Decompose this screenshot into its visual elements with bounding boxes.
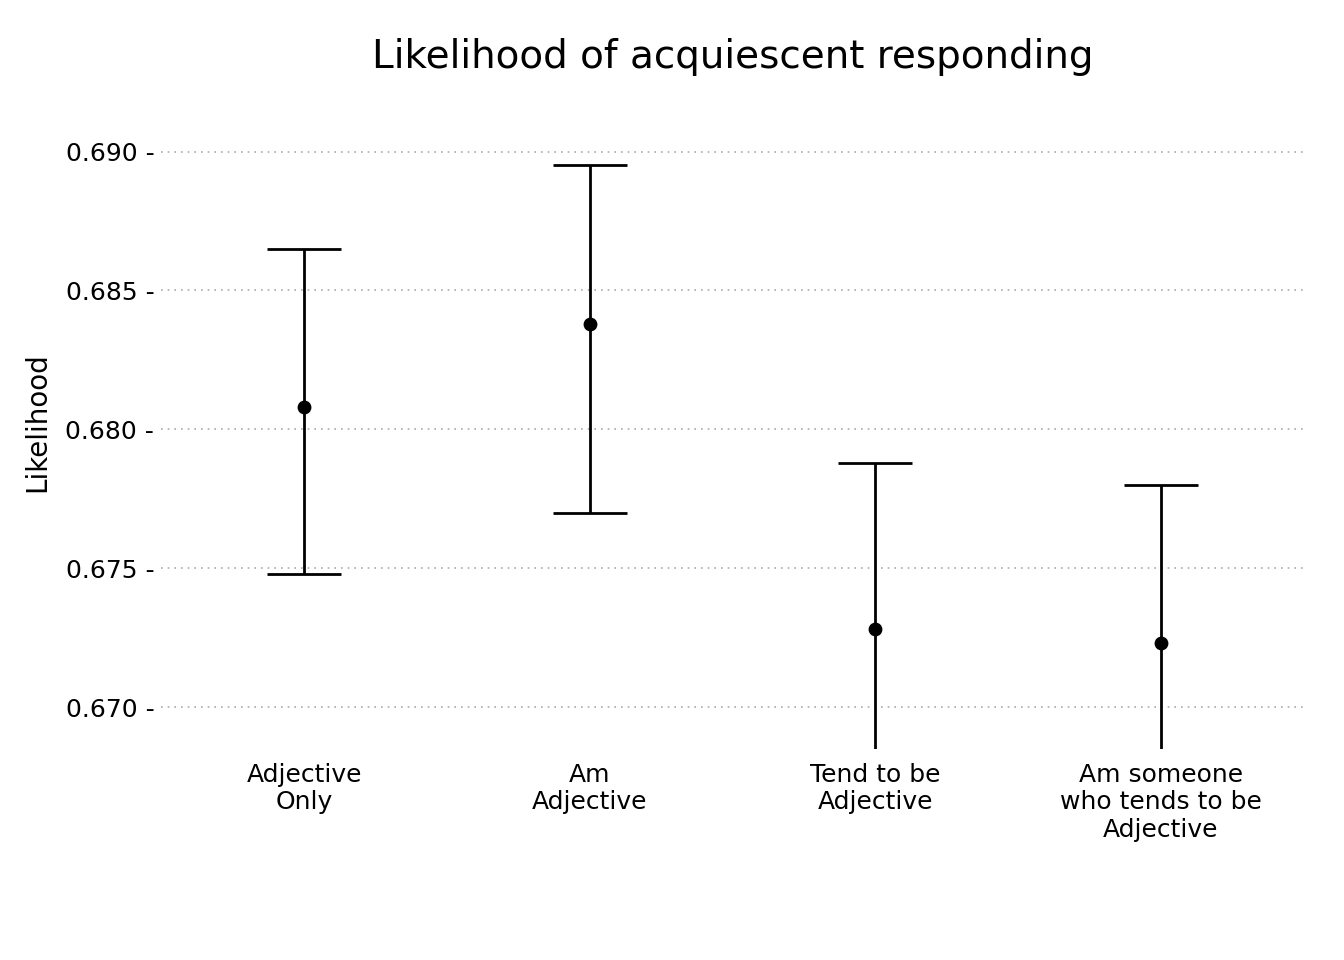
Point [579, 316, 601, 331]
Y-axis label: Likelihood: Likelihood [24, 352, 51, 492]
Point [1150, 636, 1172, 651]
Point [293, 399, 314, 415]
Point [864, 622, 886, 637]
Title: Likelihood of acquiescent responding: Likelihood of acquiescent responding [372, 38, 1093, 76]
